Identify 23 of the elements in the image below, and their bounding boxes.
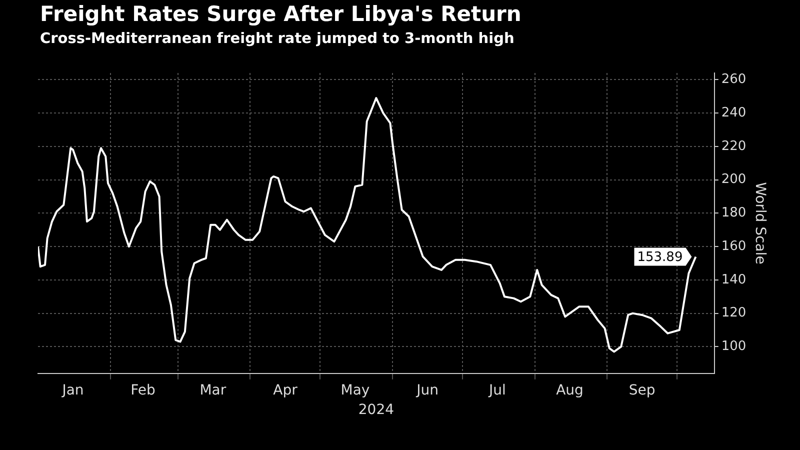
x-tick-label: Jan: [61, 382, 84, 398]
x-tick-label: Apr: [273, 382, 298, 398]
x-tick-label: Aug: [556, 382, 584, 398]
x-axis-title: 2024: [358, 402, 394, 418]
x-tick-label: Jun: [416, 382, 438, 398]
y-tick-label: 160: [721, 238, 746, 254]
x-tick-label: Jul: [488, 382, 506, 398]
y-tick-label: 120: [721, 306, 746, 321]
y-tick-label: 220: [721, 138, 746, 154]
annotation: 153.89: [637, 250, 683, 266]
y-tick-label: 140: [721, 272, 746, 288]
y-tick-label: 200: [721, 172, 746, 188]
x-tick-label: Mar: [200, 382, 226, 398]
y-tick-label: 100: [721, 339, 746, 354]
y-tick-label: 180: [721, 206, 746, 221]
y-tick-label: 240: [721, 105, 746, 120]
y-axis-title: World Scale: [752, 182, 768, 264]
chart-title: Freight Rates Surge After Libya's Return: [40, 2, 522, 26]
y-tick-label: 260: [721, 72, 746, 88]
x-tick-label: Sep: [628, 382, 656, 398]
chart-subtitle: Cross-Mediterranean freight rate jumped to 3-month high: [40, 31, 514, 47]
x-tick-label: May: [340, 382, 370, 398]
x-tick-label: Feb: [130, 382, 156, 398]
